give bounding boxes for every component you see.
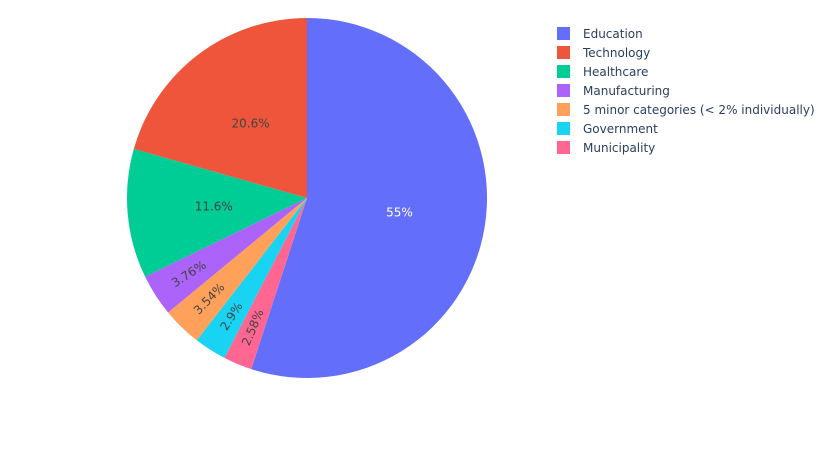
legend-item-municipality[interactable]: Municipality	[557, 141, 655, 155]
legend[interactable]: Education Technology Healthcare Manufacturi…	[557, 27, 815, 155]
legend-item-manufacturing[interactable]: Manufacturing	[557, 84, 670, 98]
pie-slice-5-minor-categories-2-individually[interactable]	[168, 198, 307, 341]
legend-swatch	[557, 27, 570, 40]
legend-item-government[interactable]: Government	[557, 122, 658, 136]
legend-item-technology[interactable]: Technology	[557, 46, 650, 60]
legend-swatch	[557, 46, 570, 59]
legend-label: Technology	[582, 46, 650, 60]
pie-slice-education[interactable]	[251, 18, 487, 378]
legend-swatch	[557, 65, 570, 78]
pie-slice-government[interactable]	[196, 198, 307, 358]
legend-swatch	[557, 122, 570, 135]
legend-swatch	[557, 84, 570, 97]
legend-label: Government	[583, 122, 658, 136]
pie-slice-manufacturing[interactable]	[145, 198, 307, 313]
slice-label-technology: 20.6%	[231, 116, 269, 130]
legend-item-healthcare[interactable]: Healthcare	[557, 65, 648, 79]
legend-label: 5 minor categories (< 2% individually)	[583, 103, 815, 117]
slice-label-healthcare: 11.6%	[195, 199, 233, 213]
slice-label-education: 55%	[386, 206, 413, 220]
legend-swatch	[557, 141, 570, 154]
legend-label: Municipality	[583, 141, 655, 155]
legend-label: Manufacturing	[583, 84, 670, 98]
pie-slice-technology[interactable]	[133, 18, 307, 198]
pie-slice-healthcare[interactable]	[127, 148, 307, 277]
legend-label: Education	[583, 27, 643, 41]
legend-item-5-minor-categories-2-individually[interactable]: 5 minor categories (< 2% individually)	[557, 103, 815, 117]
pie-slice-municipality[interactable]	[224, 198, 307, 370]
legend-label: Healthcare	[583, 65, 648, 79]
pie-slices	[127, 18, 487, 378]
legend-swatch	[557, 103, 570, 116]
legend-item-education[interactable]: Education	[557, 27, 643, 41]
